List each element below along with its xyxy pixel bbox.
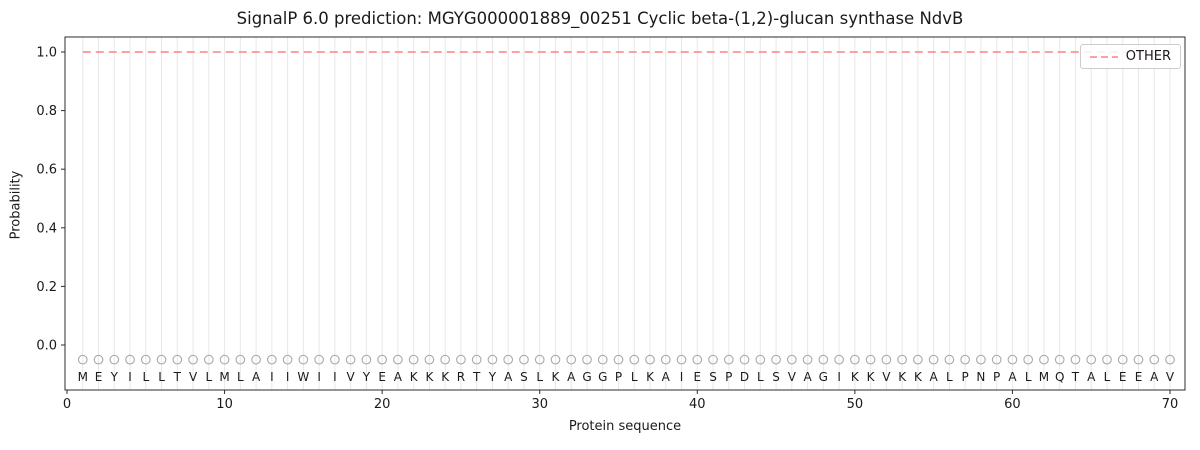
svg-text:S: S	[709, 370, 717, 384]
svg-text:E: E	[1119, 370, 1127, 384]
svg-text:K: K	[914, 370, 923, 384]
svg-text:L: L	[237, 370, 244, 384]
svg-text:E: E	[1135, 370, 1143, 384]
svg-text:D: D	[740, 370, 749, 384]
svg-text:V: V	[1166, 370, 1175, 384]
svg-text:0.2: 0.2	[36, 280, 57, 295]
svg-text:P: P	[725, 370, 732, 384]
svg-text:I: I	[333, 370, 337, 384]
svg-text:I: I	[286, 370, 290, 384]
svg-text:E: E	[693, 370, 701, 384]
svg-text:0.6: 0.6	[36, 163, 57, 178]
svg-text:70: 70	[1162, 397, 1179, 412]
svg-text:P: P	[615, 370, 622, 384]
svg-text:L: L	[536, 370, 543, 384]
svg-text:K: K	[410, 370, 419, 384]
svg-text:0.8: 0.8	[36, 104, 57, 119]
svg-text:0.4: 0.4	[36, 221, 57, 236]
svg-text:S: S	[772, 370, 780, 384]
svg-text:V: V	[347, 370, 356, 384]
svg-text:L: L	[158, 370, 165, 384]
svg-text:L: L	[1104, 370, 1111, 384]
svg-text:K: K	[646, 370, 655, 384]
svg-text:Q: Q	[1055, 370, 1064, 384]
svg-text:Y: Y	[362, 370, 371, 384]
svg-text:P: P	[962, 370, 969, 384]
x-tick-labels: 0 10 20 30 40 50 60 70	[63, 390, 1178, 412]
svg-text:Y: Y	[488, 370, 497, 384]
gridlines	[82, 37, 1171, 390]
svg-text:L: L	[757, 370, 764, 384]
legend-label: OTHER	[1125, 49, 1171, 64]
svg-text:30: 30	[531, 397, 548, 412]
svg-text:T: T	[472, 370, 481, 384]
svg-text:K: K	[851, 370, 860, 384]
svg-text:K: K	[425, 370, 434, 384]
svg-text:E: E	[95, 370, 103, 384]
svg-text:R: R	[457, 370, 465, 384]
svg-text:M: M	[78, 370, 88, 384]
svg-text:I: I	[680, 370, 684, 384]
svg-text:60: 60	[1004, 397, 1021, 412]
svg-text:A: A	[567, 370, 576, 384]
x-axis-label: Protein sequence	[568, 419, 682, 434]
svg-text:A: A	[394, 370, 403, 384]
svg-text:A: A	[1087, 370, 1096, 384]
svg-text:V: V	[189, 370, 198, 384]
svg-text:L: L	[946, 370, 953, 384]
svg-text:M: M	[219, 370, 229, 384]
svg-text:20: 20	[374, 397, 391, 412]
y-tick-labels: 0.0 0.2 0.4 0.6 0.8 1.0	[36, 46, 65, 354]
svg-text:T: T	[1071, 370, 1080, 384]
svg-text:0.0: 0.0	[36, 339, 57, 354]
svg-text:G: G	[582, 370, 591, 384]
svg-text:M: M	[1039, 370, 1049, 384]
svg-text:W: W	[297, 370, 309, 384]
svg-text:S: S	[520, 370, 528, 384]
svg-text:E: E	[378, 370, 386, 384]
svg-text:40: 40	[689, 397, 706, 412]
svg-text:A: A	[504, 370, 513, 384]
svg-text:10: 10	[216, 397, 233, 412]
svg-text:A: A	[1150, 370, 1159, 384]
svg-text:V: V	[882, 370, 891, 384]
chart-title: SignalP 6.0 prediction: MGYG000001889_00…	[236, 9, 964, 28]
svg-text:L: L	[1025, 370, 1032, 384]
svg-text:L: L	[631, 370, 638, 384]
svg-text:K: K	[867, 370, 876, 384]
svg-text:K: K	[441, 370, 450, 384]
legend: OTHER	[1079, 44, 1181, 69]
svg-text:T: T	[173, 370, 182, 384]
residue-markers	[77, 354, 1175, 365]
svg-text:50: 50	[847, 397, 864, 412]
svg-text:A: A	[930, 370, 939, 384]
svg-text:K: K	[898, 370, 907, 384]
svg-text:1.0: 1.0	[36, 46, 57, 61]
svg-text:L: L	[205, 370, 212, 384]
legend-line-swatch	[1089, 55, 1118, 58]
svg-text:I: I	[128, 370, 132, 384]
svg-text:A: A	[252, 370, 261, 384]
svg-text:A: A	[803, 370, 812, 384]
svg-text:I: I	[837, 370, 841, 384]
svg-text:K: K	[552, 370, 561, 384]
svg-text:V: V	[788, 370, 797, 384]
svg-text:I: I	[317, 370, 321, 384]
svg-text:I: I	[270, 370, 274, 384]
svg-text:A: A	[1008, 370, 1017, 384]
svg-text:P: P	[993, 370, 1000, 384]
svg-text:G: G	[819, 370, 828, 384]
axes-box	[64, 36, 1186, 391]
svg-text:N: N	[976, 370, 985, 384]
svg-text:Y: Y	[110, 370, 119, 384]
svg-text:A: A	[662, 370, 671, 384]
svg-text:0: 0	[63, 397, 71, 412]
svg-text:L: L	[142, 370, 149, 384]
svg-text:G: G	[598, 370, 607, 384]
